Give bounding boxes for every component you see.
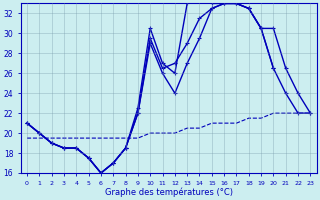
X-axis label: Graphe des températures (°C): Graphe des températures (°C) <box>105 187 233 197</box>
